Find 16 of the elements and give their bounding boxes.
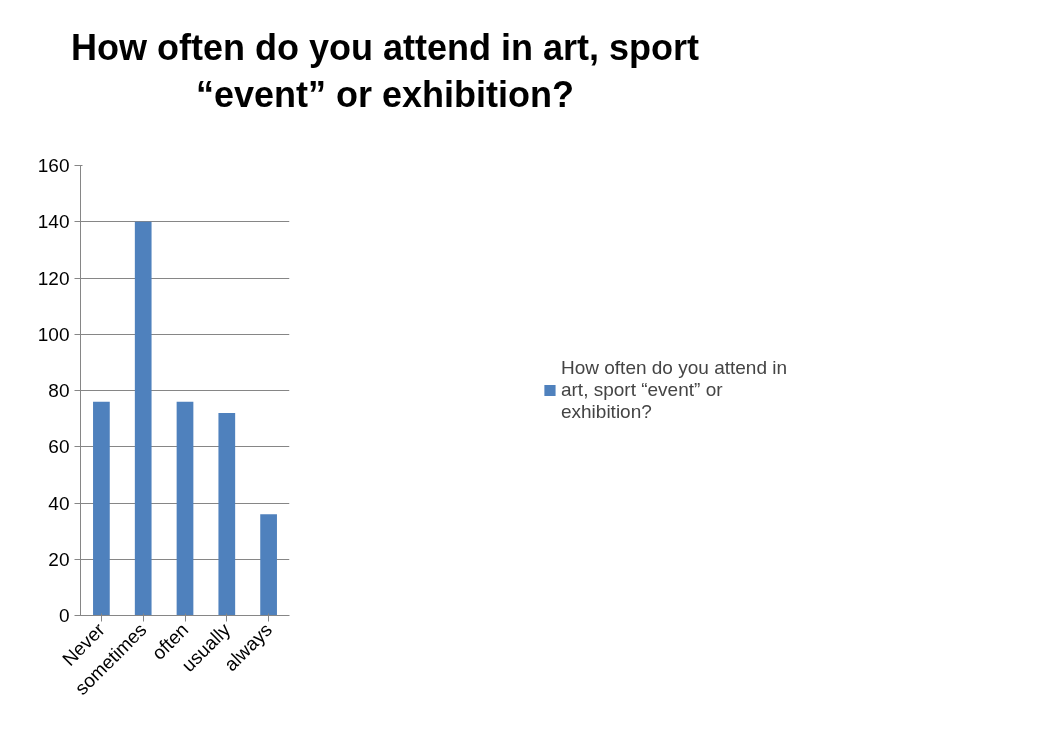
y-tick-label: 0 [58,605,70,626]
text: How often do you attend in art, sport “event” or exhibition? [71,26,699,117]
y-tick-label: 100 [37,323,70,345]
bar [176,401,194,616]
legend-label: How often do you attend in art, sport “event” or exhibition? [560,357,788,423]
bar [93,401,110,616]
y-tick-label: 160 [37,155,70,176]
bar [260,514,277,616]
y-tick-label: 80 [48,380,70,401]
y-tick-label: 40 [48,492,70,514]
y-tick-label: 20 [48,548,70,570]
y-tick-label: 120 [37,267,70,289]
y-tick-label: 140 [37,211,70,233]
bar [134,221,152,616]
y-tick-label: 60 [48,436,70,458]
bar [218,413,236,616]
